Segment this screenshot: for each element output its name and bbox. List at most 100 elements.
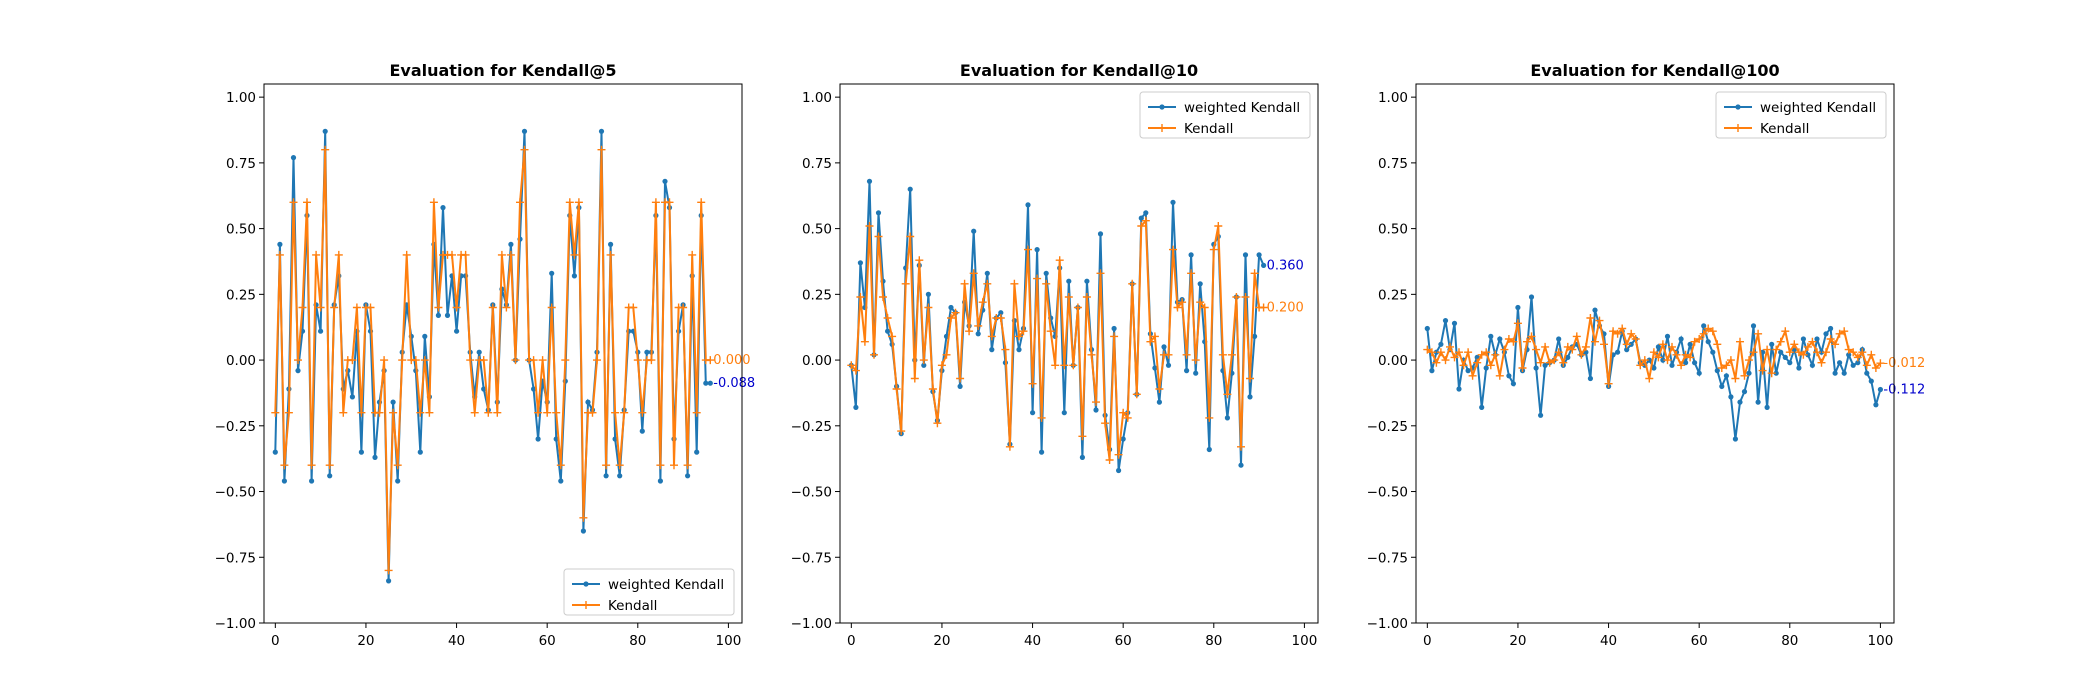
data-point	[1105, 456, 1114, 464]
data-point	[924, 303, 933, 312]
data-point	[1740, 371, 1749, 380]
data-point	[289, 198, 298, 207]
data-point	[1515, 304, 1521, 311]
data-point	[1723, 373, 1729, 379]
data-point	[603, 473, 609, 479]
subplot-1: Evaluation for Kendall@50.000-0.088−1.00…	[215, 61, 756, 649]
data-point	[290, 155, 297, 161]
data-point	[461, 250, 470, 259]
data-point	[1713, 340, 1722, 349]
legend-label: weighted Kendall	[1760, 100, 1876, 116]
chart-title: Evaluation for Kendall@10	[960, 61, 1198, 80]
legend-marker	[583, 581, 589, 587]
data-point	[1527, 332, 1536, 341]
data-point	[1441, 356, 1450, 365]
data-point	[969, 269, 978, 278]
data-point	[1669, 362, 1675, 368]
data-point	[271, 408, 280, 417]
data-point	[1224, 415, 1230, 421]
data-point	[1028, 379, 1037, 388]
data-point	[957, 383, 963, 389]
data-point	[322, 128, 328, 134]
data-point	[420, 356, 429, 365]
series-kendall	[847, 216, 1268, 464]
data-point	[685, 473, 691, 479]
data-point	[1015, 332, 1023, 341]
data-point	[1424, 325, 1430, 332]
data-point	[1110, 332, 1119, 341]
data-point	[1785, 348, 1794, 357]
series-weighted-kendall	[1424, 294, 1883, 442]
data-point	[1060, 361, 1069, 370]
data-point	[1541, 342, 1550, 351]
data-point	[1868, 378, 1874, 384]
data-point	[1432, 358, 1441, 367]
data-point	[620, 408, 629, 417]
data-point	[1093, 407, 1099, 413]
legend-marker	[1735, 104, 1741, 110]
plot-frame	[263, 83, 743, 624]
data-point	[1624, 347, 1630, 353]
data-point	[429, 198, 438, 207]
data-point	[1750, 323, 1757, 329]
data-point	[484, 408, 493, 417]
data-point	[1101, 419, 1110, 428]
data-point	[1155, 385, 1164, 393]
data-point	[1456, 386, 1462, 392]
legend-marker	[1734, 124, 1742, 132]
y-tick-label: −0.25	[791, 419, 832, 435]
data-point	[1016, 347, 1022, 353]
data-point	[389, 408, 398, 417]
data-point	[434, 303, 443, 312]
data-point	[1640, 356, 1649, 365]
data-point	[1152, 365, 1158, 371]
data-point	[901, 279, 910, 288]
data-point	[860, 337, 869, 346]
data-point	[978, 298, 987, 307]
data-point	[520, 145, 529, 154]
data-point	[1846, 352, 1852, 358]
data-point	[334, 250, 343, 259]
data-point	[493, 408, 502, 417]
data-point	[1823, 331, 1829, 337]
data-point	[1438, 341, 1444, 347]
legend-marker	[1158, 124, 1166, 132]
data-point	[1600, 340, 1608, 349]
data-point	[538, 356, 547, 365]
data-point	[1686, 353, 1695, 362]
data-point	[1587, 375, 1593, 382]
data-point	[580, 528, 587, 534]
legend: weighted Kendall Kendall	[563, 568, 735, 616]
end-value-label: 0.360	[1267, 258, 1304, 273]
data-point	[1655, 344, 1661, 350]
data-point	[1737, 399, 1743, 405]
data-point	[1025, 202, 1031, 208]
data-point	[1695, 335, 1704, 343]
data-point	[1550, 356, 1559, 365]
data-point	[1209, 245, 1218, 254]
x-tick-label: 80	[1781, 633, 1798, 649]
data-point	[386, 578, 392, 584]
data-point	[1141, 216, 1150, 225]
data-point	[1794, 348, 1803, 357]
data-point	[1196, 298, 1205, 307]
data-point	[1073, 303, 1082, 312]
data-point	[1497, 336, 1503, 342]
data-point	[1082, 293, 1091, 301]
data-point	[857, 260, 864, 266]
data-point	[1005, 442, 1014, 451]
series-kendall	[271, 145, 715, 575]
data-point	[629, 303, 638, 312]
data-point	[1178, 298, 1187, 307]
data-point	[1197, 281, 1203, 287]
data-point	[1187, 269, 1196, 278]
data-point	[1037, 413, 1046, 422]
data-point	[1649, 348, 1658, 357]
y-tick-label: −0.50	[791, 485, 832, 501]
data-point	[598, 128, 605, 134]
data-point	[915, 256, 924, 265]
data-point	[1423, 345, 1432, 354]
y-tick-label: 1.00	[1378, 90, 1408, 106]
data-point	[1704, 324, 1713, 333]
